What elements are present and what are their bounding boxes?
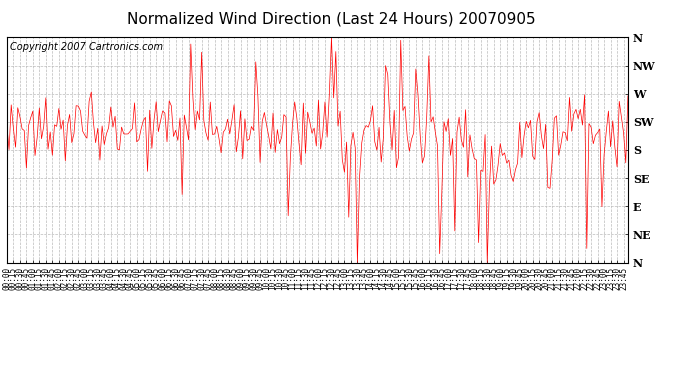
Text: Normalized Wind Direction (Last 24 Hours) 20070905: Normalized Wind Direction (Last 24 Hours… xyxy=(127,11,535,26)
Text: Copyright 2007 Cartronics.com: Copyright 2007 Cartronics.com xyxy=(10,42,163,52)
